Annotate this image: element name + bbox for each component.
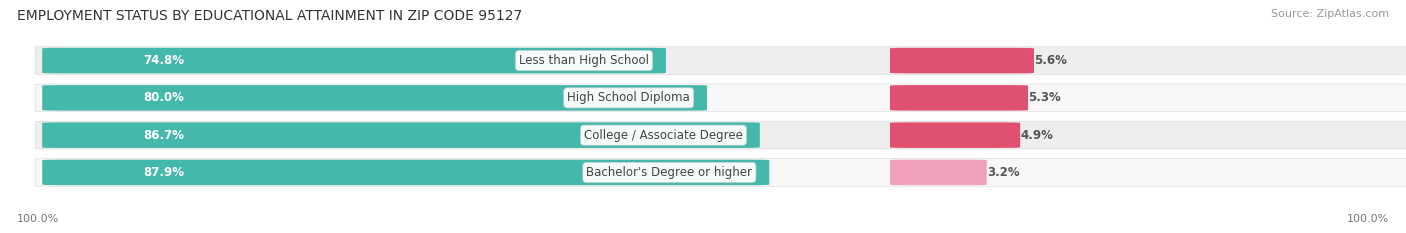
- Text: 5.6%: 5.6%: [1033, 54, 1067, 67]
- FancyBboxPatch shape: [35, 121, 1406, 149]
- Text: 74.8%: 74.8%: [143, 54, 184, 67]
- Text: Source: ZipAtlas.com: Source: ZipAtlas.com: [1271, 9, 1389, 19]
- FancyBboxPatch shape: [42, 48, 666, 73]
- FancyBboxPatch shape: [890, 85, 1028, 111]
- Text: 100.0%: 100.0%: [1347, 214, 1389, 224]
- Text: 86.7%: 86.7%: [143, 129, 184, 142]
- Text: 3.2%: 3.2%: [987, 166, 1019, 179]
- Text: College / Associate Degree: College / Associate Degree: [583, 129, 742, 142]
- FancyBboxPatch shape: [890, 160, 987, 185]
- FancyBboxPatch shape: [35, 158, 1406, 186]
- Text: 5.3%: 5.3%: [1028, 91, 1060, 104]
- Text: 80.0%: 80.0%: [143, 91, 184, 104]
- FancyBboxPatch shape: [35, 84, 1406, 112]
- Text: Bachelor's Degree or higher: Bachelor's Degree or higher: [586, 166, 752, 179]
- Text: EMPLOYMENT STATUS BY EDUCATIONAL ATTAINMENT IN ZIP CODE 95127: EMPLOYMENT STATUS BY EDUCATIONAL ATTAINM…: [17, 9, 522, 23]
- FancyBboxPatch shape: [35, 47, 1406, 75]
- FancyBboxPatch shape: [890, 122, 1021, 148]
- FancyBboxPatch shape: [42, 122, 759, 148]
- FancyBboxPatch shape: [42, 160, 769, 185]
- FancyBboxPatch shape: [42, 85, 707, 111]
- Text: High School Diploma: High School Diploma: [567, 91, 690, 104]
- Text: 4.9%: 4.9%: [1021, 129, 1053, 142]
- FancyBboxPatch shape: [890, 48, 1033, 73]
- Text: 100.0%: 100.0%: [17, 214, 59, 224]
- Text: Less than High School: Less than High School: [519, 54, 650, 67]
- Text: 87.9%: 87.9%: [143, 166, 184, 179]
